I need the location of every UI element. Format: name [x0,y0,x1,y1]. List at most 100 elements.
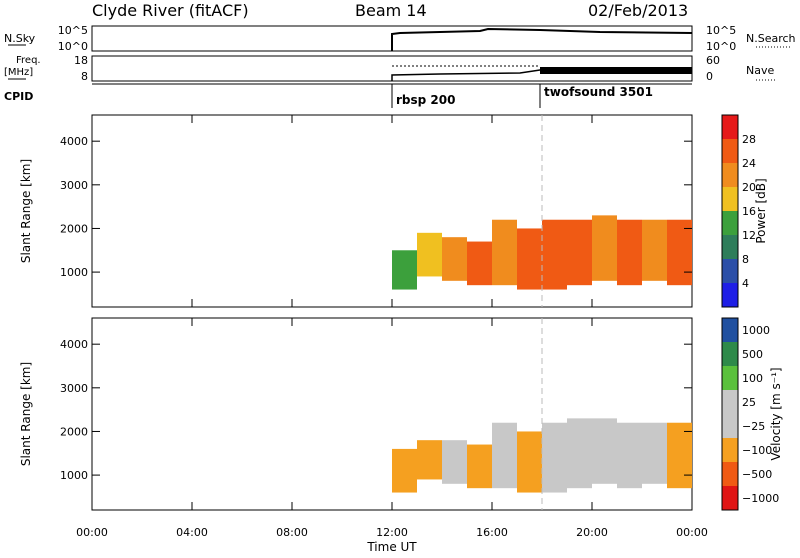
nave-tick-bottom: 0 [706,70,713,83]
power-colorbar: 4 8 12 16 20 24 28 [721,114,756,308]
y-tick-label: 2000 [60,222,88,235]
colorbar-tick-label: −100 [742,444,772,457]
date-title: 02/Feb/2013 [588,1,688,20]
heatmap-cell [592,418,617,484]
colorbar-tick-label: 20 [742,181,756,194]
colorbar-segment [722,259,738,283]
heatmap-cell [542,422,567,493]
nsearch-tick-bottom: 10^0 [706,40,736,53]
heatmap-cell [467,241,492,286]
velocity-ylabel: Slant Range [km] [19,362,33,466]
colorbar-tick-label: 24 [742,157,756,170]
x-axis-ticks: 00:00 04:00 08:00 12:00 16:00 20:00 00:00 [76,115,708,539]
y-tick-label: 4000 [60,338,88,351]
freq-tick-bottom: 8 [81,70,88,83]
colorbar-segment [722,438,738,462]
colorbar-tick-label: 500 [742,348,763,361]
colorbar-segment [722,283,738,307]
x-tick-label: 00:00 [676,526,708,539]
x-tick-label: 16:00 [476,526,508,539]
colorbar-tick-label: 28 [742,133,756,146]
power-panel: 1000 2000 3000 4000 Slant Range [km] [19,114,693,308]
heatmap-cell [392,250,417,290]
cpid-segment-1: rbsp 200 [396,93,455,107]
nsky-tick-bottom: 10^0 [58,40,88,53]
freq-label-line2: [MHz] [4,67,33,78]
heatmap-cell [667,219,692,286]
x-axis-label: Time UT [366,540,417,554]
nave-dense-block [540,67,692,74]
cpid-segment-2: twofsound 3501 [544,85,653,99]
colorbar-segment [722,342,738,366]
heatmap-cell [492,219,517,286]
x-tick-label: 20:00 [576,526,608,539]
power-heatmap [392,115,692,307]
colorbar-segment [722,187,738,211]
x-tick-label: 08:00 [276,526,308,539]
colorbar-tick-label: −1000 [742,492,779,505]
freq-label-line1: Freq. [16,55,41,66]
heatmap-cell [442,237,467,281]
nave-tick-top: 60 [706,54,720,67]
heatmap-cell [417,232,442,277]
nsearch-label: N.Search [746,32,796,45]
nsky-trace [391,27,693,51]
velocity-colorbar: 1000 500 100 25 −25 −100 −500 −1000 [721,317,779,511]
power-y-ticks: 1000 2000 3000 4000 [60,135,692,279]
y-tick-label: 1000 [60,266,88,279]
colorbar-segment [722,414,738,438]
colorbar-segment [722,366,738,390]
station-title: Clyde River (fitACF) [92,1,249,20]
heatmap-cell [517,228,542,290]
colorbar-tick-label: 25 [742,396,756,409]
colorbar-tick-label: −500 [742,468,772,481]
colorbar-segment [722,318,738,342]
heatmap-cell [392,448,417,493]
heatmap-cell [667,422,692,489]
colorbar-segment [722,486,738,510]
heatmap-cell [567,418,592,489]
heatmap-cell [442,440,467,484]
heatmap-cell [492,422,517,489]
heatmap-cell [467,444,492,489]
heatmap-cell [617,422,642,489]
colorbar-tick-label: 16 [742,205,756,218]
colorbar-segment [722,235,738,259]
y-tick-label: 3000 [60,382,88,395]
colorbar-segment [722,139,738,163]
power-ylabel: Slant Range [km] [19,159,33,263]
heatmap-cell [642,219,667,281]
beam-title: Beam 14 [355,1,427,20]
velocity-y-ticks: 1000 2000 3000 4000 [60,338,692,482]
colorbar-tick-label: 4 [742,277,749,290]
y-tick-label: 2000 [60,425,88,438]
velocity-heatmap [392,318,692,510]
heatmap-cell [417,440,442,480]
y-tick-label: 4000 [60,135,88,148]
x-tick-label: 00:00 [76,526,108,539]
power-colorbar-label: Power [dB] [754,178,768,243]
colorbar-segment [722,115,738,139]
colorbar-segment [722,390,738,414]
colorbar-tick-label: 8 [742,253,749,266]
colorbar-tick-label: 1000 [742,324,770,337]
heatmap-cell [592,215,617,281]
nsearch-tick-top: 10^5 [706,24,736,37]
velocity-colorbar-label: Velocity [m s⁻¹] [769,367,783,460]
x-tick-label: 04:00 [176,526,208,539]
cpid-label: CPID [4,90,33,103]
y-tick-label: 3000 [60,179,88,192]
colorbar-segment [722,211,738,235]
colorbar-segment [722,163,738,187]
colorbar-tick-label: 100 [742,372,763,385]
y-tick-label: 1000 [60,469,88,482]
heatmap-cell [517,431,542,493]
nave-label: Nave [746,64,774,77]
x-tick-label: 12:00 [376,526,408,539]
heatmap-cell [542,219,567,290]
nsky-label: N.Sky [4,32,36,45]
colorbar-frame [721,114,739,308]
colorbar-segment [722,462,738,486]
